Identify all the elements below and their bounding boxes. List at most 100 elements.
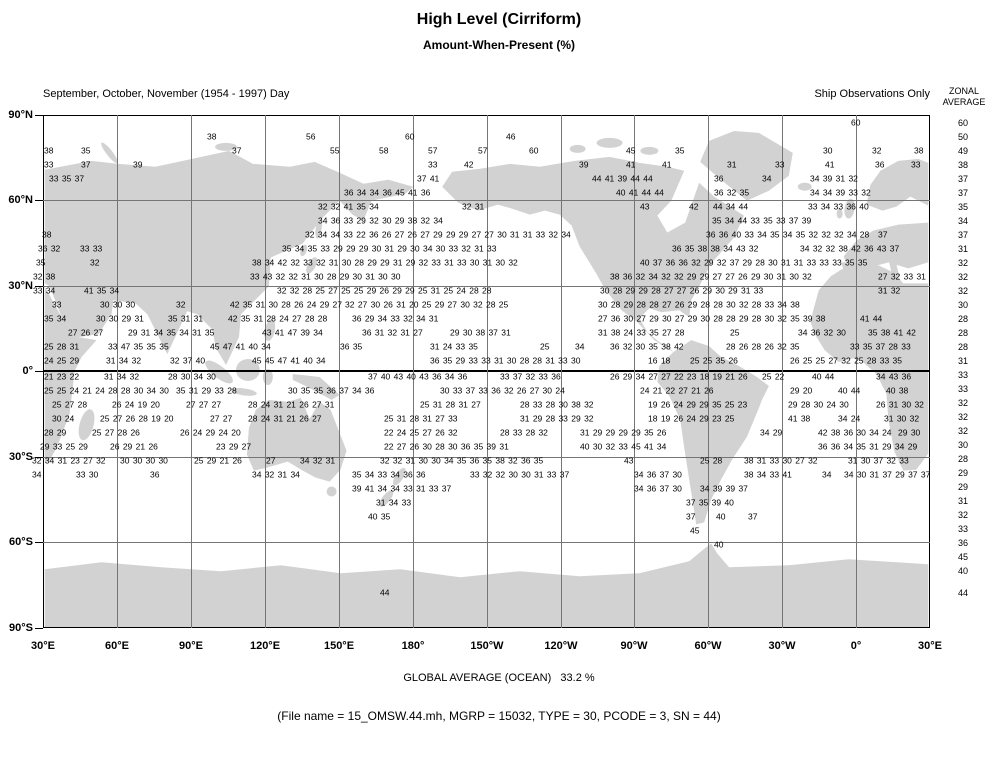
- lon-tick-label: 180°: [401, 640, 425, 652]
- zonal-average-value: 32: [957, 426, 969, 436]
- zonal-average-value: 28: [957, 454, 969, 464]
- zonal-average-value: 29: [957, 468, 969, 478]
- zonal-average-value: 36: [957, 538, 969, 548]
- zonal-average-value: 44: [957, 588, 969, 598]
- island-ireland: [836, 208, 843, 219]
- zonal-average-value: 38: [957, 160, 969, 170]
- zonal-average-value: 37: [957, 188, 969, 198]
- zonal-average-value: 30: [957, 300, 969, 310]
- arctic-island-3: [596, 137, 623, 148]
- arctic-island-2: [569, 144, 586, 153]
- zonal-average-value: 32: [957, 510, 969, 520]
- lat-tick-label: 30°N: [8, 280, 33, 292]
- arctic-island-1: [215, 142, 237, 151]
- continent-antarctica: [44, 543, 929, 627]
- lon-tick-label: 90°W: [620, 640, 648, 652]
- continent-africa-west: [810, 265, 929, 471]
- global-average-label: GLOBAL AVERAGE (OCEAN) 33.2 %: [403, 672, 595, 684]
- lat-tick-label: 90°N: [8, 109, 33, 121]
- lon-tick-label: 150°W: [470, 640, 504, 652]
- lat-tick-mark: [35, 628, 43, 629]
- lat-tick-label: 90°S: [9, 622, 33, 634]
- zonal-average-value: 37: [957, 230, 969, 240]
- zonal-average-value: 28: [957, 314, 969, 324]
- lon-tick-label: 90°E: [179, 640, 203, 652]
- lon-tick-label: 30°W: [768, 640, 796, 652]
- island-philippines: [264, 319, 276, 341]
- continent-africa-east: [44, 286, 97, 462]
- lat-tick-mark: [35, 542, 43, 543]
- zonal-average-value: 32: [957, 286, 969, 296]
- lon-tick-label: 30°E: [918, 640, 942, 652]
- lat-tick-label: 30°S: [9, 451, 33, 463]
- lon-tick-label: 60°W: [694, 640, 722, 652]
- island-iceland: [797, 182, 812, 191]
- zonal-header-line1: ZONAL: [948, 86, 979, 96]
- zonal-average-value: 31: [957, 356, 969, 366]
- zonal-average-value: 34: [957, 216, 969, 226]
- island-japan-honshu: [306, 257, 318, 274]
- lat-tick-label: 60°S: [9, 536, 33, 548]
- zonal-average-value: 28: [957, 342, 969, 352]
- island-sakhalin: [315, 218, 322, 239]
- continent-north-america: [442, 156, 744, 353]
- region-italy: [888, 258, 900, 278]
- zonal-average-value: 31: [957, 244, 969, 254]
- zonal-average-value: 50: [957, 132, 969, 142]
- island-madagascar: [78, 409, 95, 441]
- lat-tick-mark: [35, 115, 43, 116]
- lon-tick-label: 120°E: [249, 640, 281, 652]
- continents-svg: [44, 130, 929, 627]
- zonal-average-value: 32: [957, 412, 969, 422]
- zonal-average-value: 31: [957, 496, 969, 506]
- region-scandinavia: [866, 158, 929, 211]
- lon-tick-label: 120°W: [544, 640, 578, 652]
- island-java: [231, 388, 257, 396]
- grid-value: 34: [32, 469, 42, 480]
- lon-tick-label: 30°E: [31, 640, 55, 652]
- zonal-average-value: 33: [957, 524, 969, 534]
- page-subtitle: Amount-When-Present (%): [423, 38, 575, 52]
- zonal-average-value: 32: [957, 272, 969, 282]
- zonal-average-value: 29: [957, 482, 969, 492]
- world-map: [43, 115, 930, 628]
- zonal-average-value: 45: [957, 552, 969, 562]
- zonal-average-value: 30: [957, 440, 969, 450]
- continent-south-america: [657, 340, 769, 525]
- lat-tick-mark: [35, 457, 43, 458]
- island-sumatra: [205, 360, 233, 384]
- continent-eurasia: [44, 150, 414, 366]
- observations-source-label: Ship Observations Only: [814, 88, 930, 100]
- zonal-average-value: 37: [957, 174, 969, 184]
- region-europe-mainland: [843, 222, 929, 269]
- file-info-label: (File name = 15_OMSW.44.mh, MGRP = 15032…: [277, 709, 721, 723]
- island-novaya-zemlya: [101, 142, 118, 164]
- zonal-average-value: 40: [957, 566, 969, 576]
- island-borneo: [235, 359, 260, 381]
- island-britain: [844, 198, 855, 219]
- zonal-average-value: 28: [957, 328, 969, 338]
- page-title: High Level (Cirriform): [416, 11, 582, 28]
- island-tasmania: [326, 486, 337, 497]
- lon-tick-label: 60°E: [105, 640, 129, 652]
- season-period-label: September, October, November (1954 - 199…: [43, 88, 290, 100]
- island-greenland: [700, 130, 793, 201]
- zonal-average-header: ZONAL AVERAGE: [936, 86, 992, 108]
- lat-tick-mark: [35, 286, 43, 287]
- island-new-zealand-north: [393, 467, 406, 486]
- zonal-average-value: 33: [957, 384, 969, 394]
- island-japan-hokkaido: [300, 244, 308, 257]
- island-new-guinea: [292, 373, 340, 400]
- island-sulawesi: [262, 369, 273, 385]
- lat-tick-label: 60°N: [8, 194, 33, 206]
- zonal-average-value: 33: [957, 370, 969, 380]
- lat-tick-mark: [35, 371, 43, 372]
- zonal-average-value: 32: [957, 398, 969, 408]
- lon-tick-label: 0°: [850, 640, 862, 652]
- zonal-header-line2: AVERAGE: [942, 97, 986, 107]
- zonal-average-value: 60: [957, 118, 969, 128]
- zonal-average-value: 49: [957, 146, 969, 156]
- continent-australia: [246, 397, 347, 482]
- zonal-average-value: 32: [957, 258, 969, 268]
